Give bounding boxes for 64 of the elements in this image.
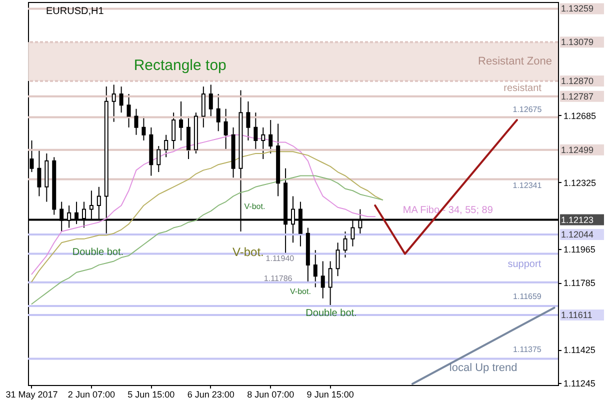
candlestick bbox=[313, 250, 318, 288]
y-tick-label: 1.11785 bbox=[564, 278, 596, 288]
candlestick bbox=[156, 146, 161, 173]
x-tick-label: 8 Jun 07:00 bbox=[247, 390, 294, 400]
ref-line-label: 1.12499 bbox=[561, 144, 594, 155]
candlestick bbox=[179, 100, 184, 141]
chart-title: EURUSD,H1 bbox=[46, 6, 104, 17]
ref-line-label: 1.12787 bbox=[561, 91, 594, 102]
annotation: Double bot. bbox=[306, 308, 357, 319]
candlestick bbox=[328, 260, 332, 306]
candlestick bbox=[268, 120, 273, 154]
annotation: support bbox=[508, 259, 542, 270]
annotation: V-bot. bbox=[244, 202, 266, 211]
candlestick bbox=[186, 116, 190, 160]
candlestick bbox=[126, 93, 131, 128]
line-series bbox=[31, 175, 384, 304]
x-tick-label: 6 Jun 23:00 bbox=[187, 390, 234, 400]
candlestick bbox=[254, 112, 258, 150]
y-tick-label: 1.12685 bbox=[564, 110, 596, 121]
candlestick bbox=[172, 112, 176, 150]
ref-line-label: 1.12870 bbox=[561, 76, 594, 86]
candlestick bbox=[320, 260, 325, 299]
annotation: local Up trend bbox=[449, 362, 518, 374]
candlestick bbox=[216, 93, 220, 132]
ref-line-label: 1.13259 bbox=[561, 4, 594, 14]
y-tick-label: 1.11245 bbox=[564, 378, 596, 388]
annotation: MA Fibo - 34, 55; 89 bbox=[402, 205, 494, 216]
line-series bbox=[31, 151, 384, 282]
annotation: Double bot. bbox=[72, 247, 124, 258]
candlestick bbox=[224, 108, 228, 150]
candlestick bbox=[201, 86, 206, 128]
x-tick-label: 2 Jun 07:00 bbox=[68, 390, 115, 400]
ref-line-label: 1.12123 bbox=[561, 214, 594, 225]
candlestick bbox=[336, 242, 340, 277]
annotation: 1.12675 bbox=[512, 105, 542, 114]
candlestick bbox=[208, 84, 213, 117]
annotation: V-bot. bbox=[290, 287, 311, 296]
y-tick-label: 1.11965 bbox=[564, 244, 596, 255]
annotation: V-bot. bbox=[232, 245, 264, 259]
candlestick bbox=[164, 134, 168, 158]
candlestick bbox=[134, 108, 138, 136]
x-tick-label: 31 May 2017 bbox=[6, 390, 58, 400]
x-tick-label: 9 Jun 15:00 bbox=[306, 390, 354, 400]
annotation: 1.12341 bbox=[512, 181, 542, 190]
candlestick bbox=[343, 231, 348, 258]
annotation: Rectangle top bbox=[134, 57, 226, 74]
annotation: 1.11786 bbox=[264, 274, 293, 283]
candlestick bbox=[119, 86, 124, 114]
annotation: 1.11375 bbox=[513, 345, 542, 354]
ref-line-label: 1.11611 bbox=[561, 310, 592, 320]
candlestick bbox=[37, 149, 42, 197]
candlestick bbox=[246, 100, 250, 141]
annotation: resistant bbox=[504, 83, 542, 94]
candlestick bbox=[261, 126, 266, 160]
ref-line-label: 1.12044 bbox=[561, 229, 594, 240]
candlestick bbox=[142, 116, 146, 141]
annotation: 1.11940 bbox=[266, 254, 295, 263]
ref-line-label: 1.13079 bbox=[561, 37, 594, 48]
y-tick-label: 1.12325 bbox=[564, 178, 596, 188]
candlestick bbox=[112, 84, 116, 122]
band-label: Resistant Zone bbox=[478, 56, 552, 68]
annotation: 1.11659 bbox=[513, 292, 542, 301]
y-tick-label: 1.11425 bbox=[564, 345, 596, 356]
x-tick-label: 5 Jun 15:00 bbox=[128, 390, 175, 400]
